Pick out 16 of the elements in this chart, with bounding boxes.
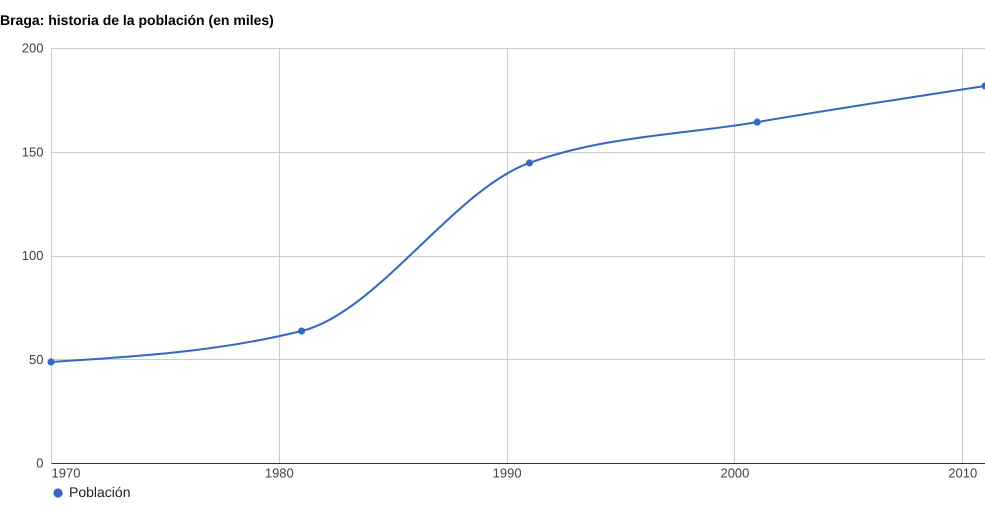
y-tick-label: 50 [29, 352, 44, 367]
x-tick-label: 1980 [264, 466, 294, 480]
x-tick-label: 2000 [720, 466, 750, 480]
chart-title: Braga: historia de la población (en miles) [0, 12, 274, 28]
legend-label: Población [69, 484, 130, 500]
point [298, 328, 306, 335]
x-tick-label: 1990 [492, 466, 522, 480]
y-tick-label: 0 [36, 456, 44, 470]
x-tick-label: 2010 [948, 466, 978, 480]
y-tick-label: 150 [22, 144, 44, 160]
point [754, 118, 761, 126]
point [47, 358, 55, 366]
point [526, 159, 533, 166]
x-tick-label: 1970 [52, 466, 80, 480]
y-tick-label: 200 [22, 40, 44, 56]
y-tick-label: 100 [22, 248, 44, 263]
